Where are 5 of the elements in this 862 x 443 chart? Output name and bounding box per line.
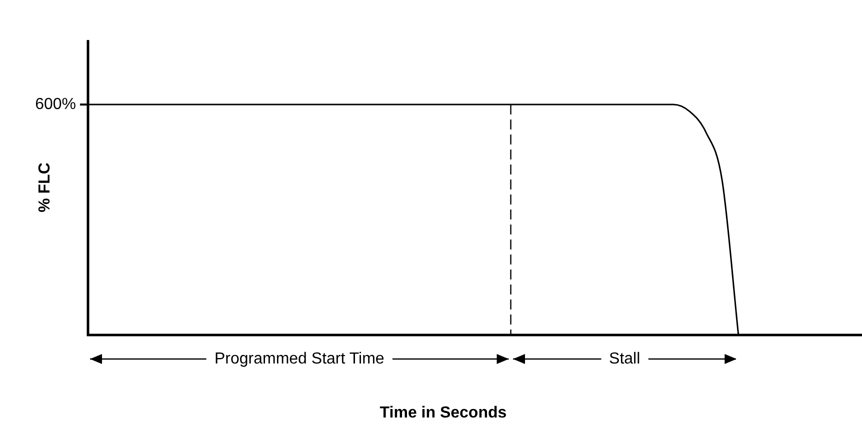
- x-axis-title: Time in Seconds: [380, 404, 507, 422]
- y-axis-title: % FLC: [36, 162, 54, 212]
- text: Programmed Start Time: [214, 350, 384, 368]
- text: Stall: [609, 350, 640, 368]
- text: 600%: [35, 96, 76, 113]
